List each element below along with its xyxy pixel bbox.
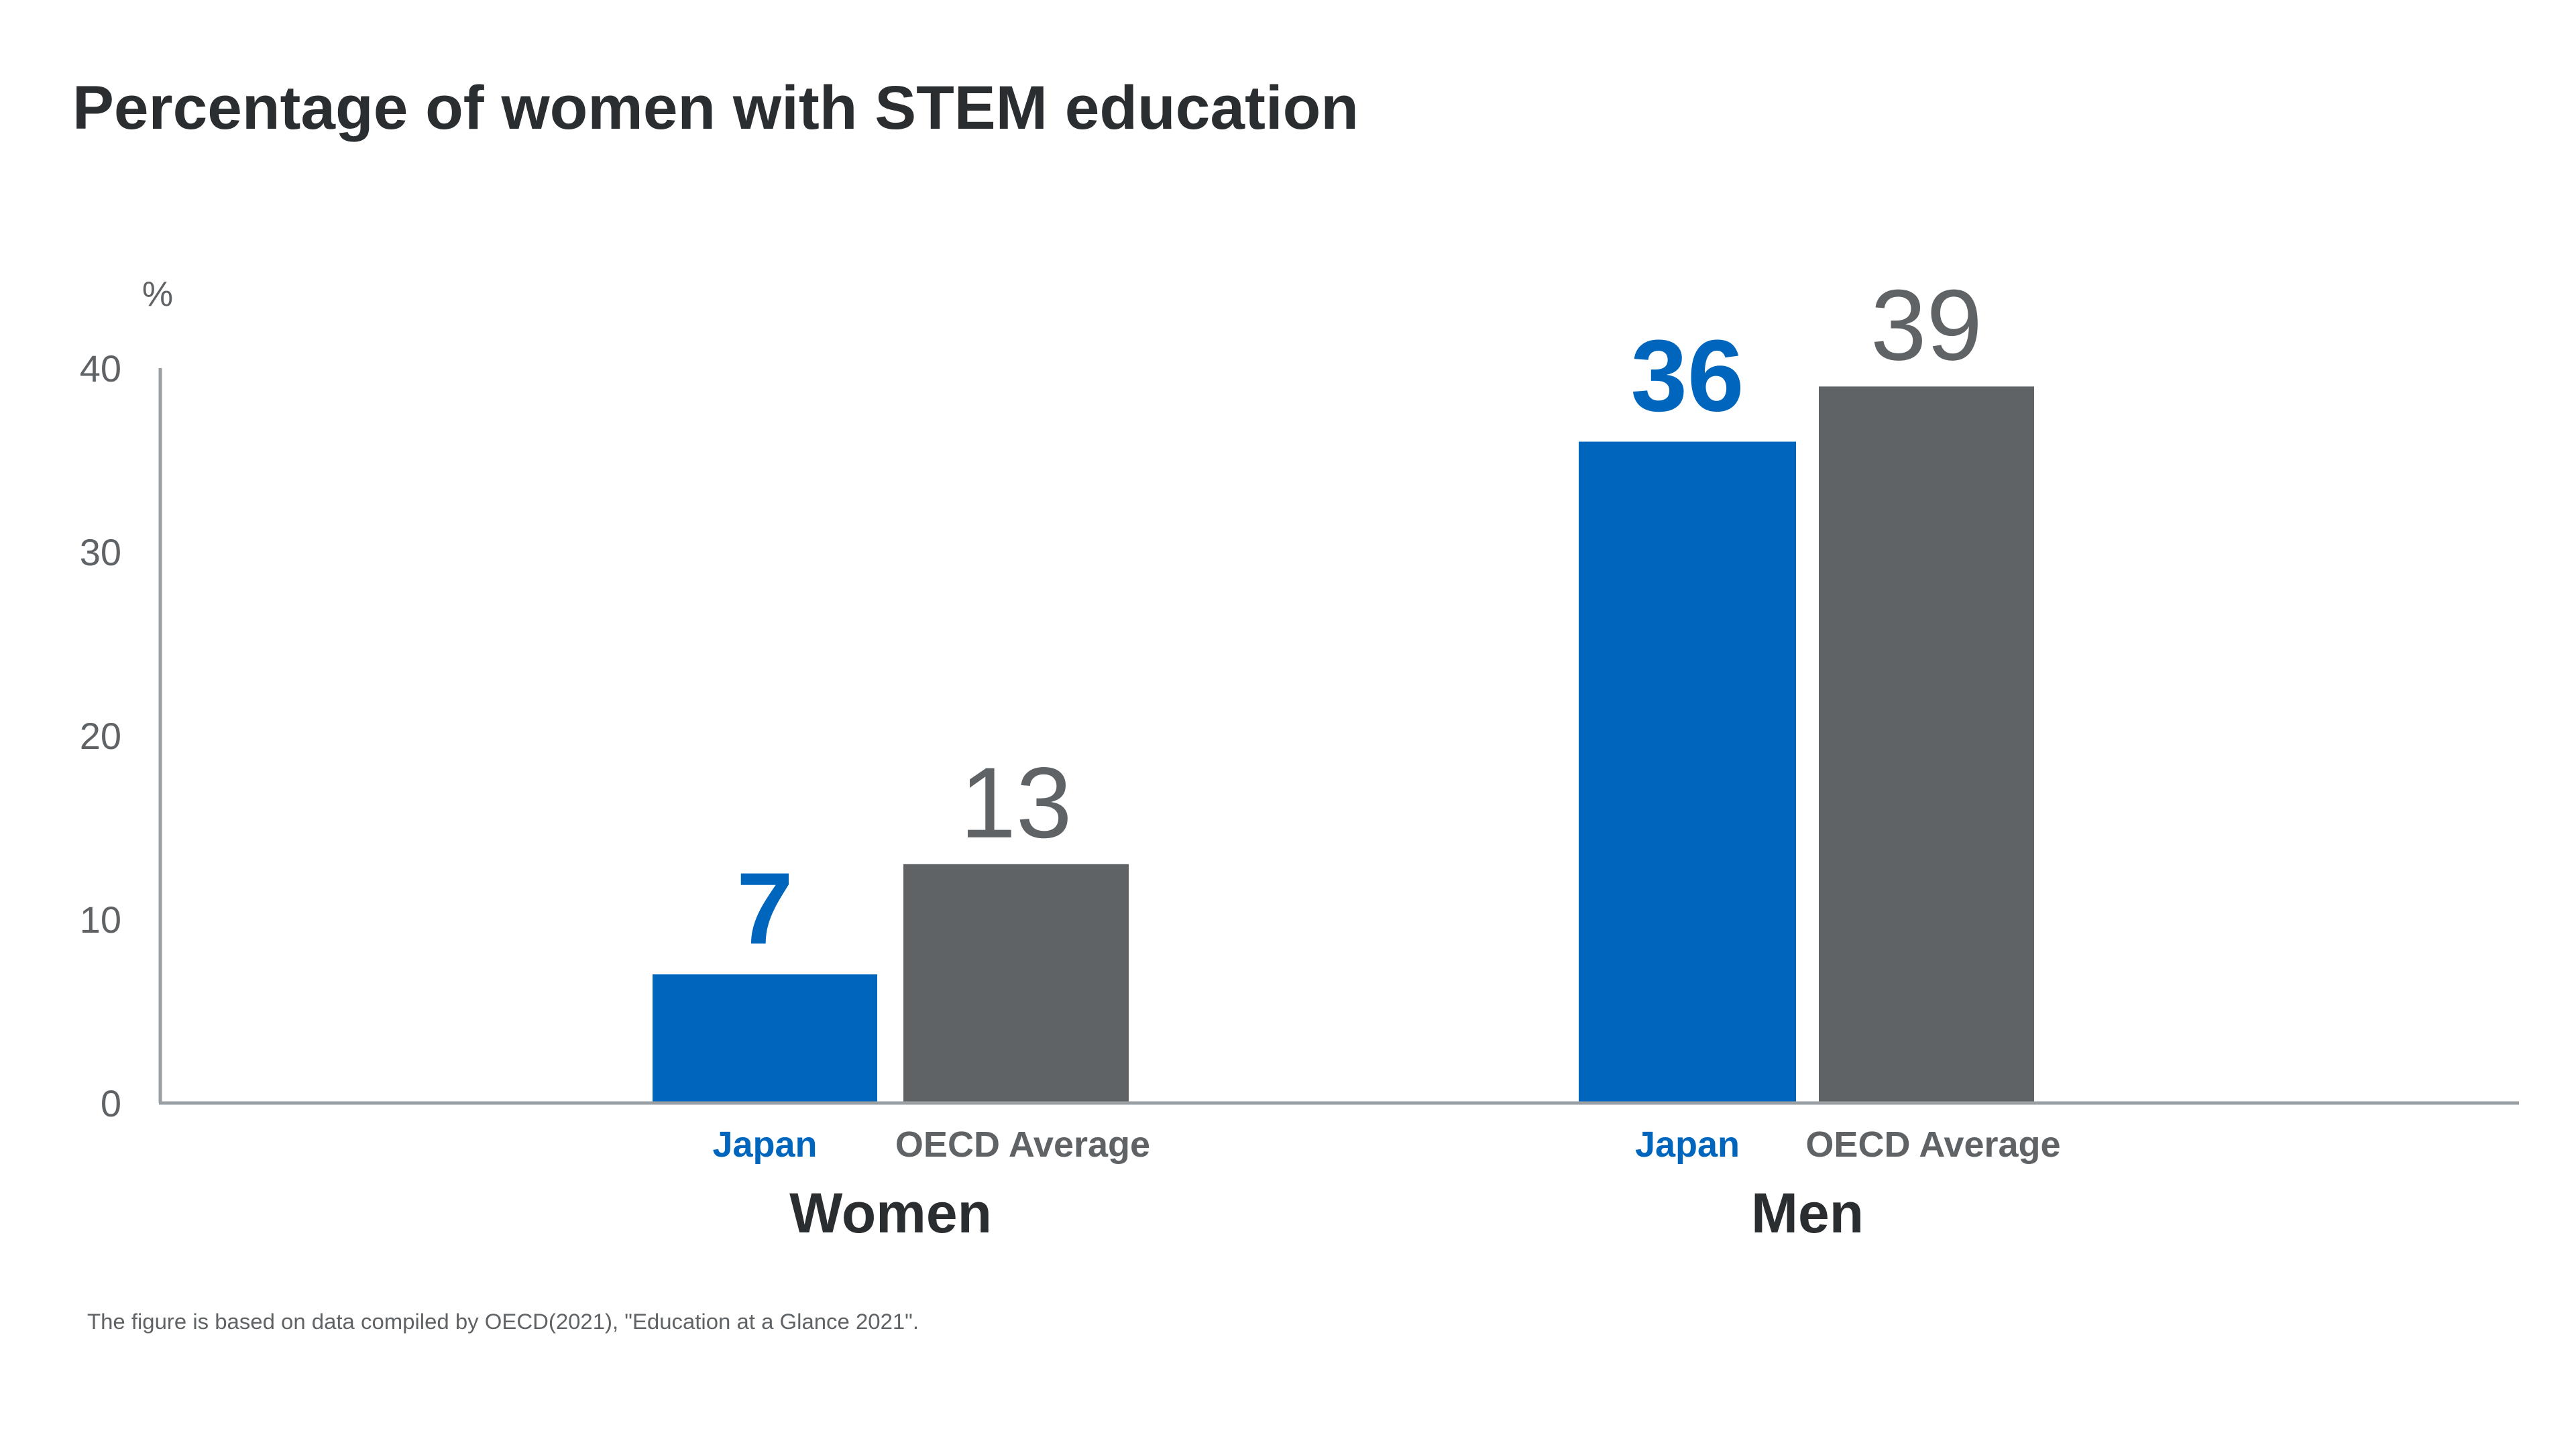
footnote: The figure is based on data compiled by …: [87, 1310, 919, 1334]
data-label: 7: [736, 852, 793, 966]
series-label: OECD Average: [895, 1124, 1150, 1165]
bar-men-japan: [1579, 441, 1796, 1103]
y-axis-unit-label: %: [142, 275, 173, 314]
y-tick-label: 10: [80, 899, 121, 941]
series-label: Japan: [1635, 1124, 1740, 1165]
bar-men-oecd-average: [1819, 386, 2034, 1103]
bar-women-japan: [653, 974, 877, 1103]
data-label: 13: [960, 746, 1072, 859]
data-label: 36: [1630, 319, 1744, 433]
y-tick-label: 30: [80, 531, 121, 573]
y-tick-label: 40: [80, 347, 121, 390]
group-label: Women: [789, 1181, 992, 1244]
group-label: Men: [1751, 1181, 1864, 1244]
chart-title: Percentage of women with STEM education: [72, 74, 1359, 142]
series-label: Japan: [712, 1124, 817, 1165]
data-label: 39: [1870, 268, 1982, 381]
bar-women-oecd-average: [903, 864, 1129, 1103]
series-label: OECD Average: [1805, 1124, 2060, 1165]
y-tick-label: 0: [101, 1082, 121, 1124]
y-tick-label: 20: [80, 715, 121, 757]
